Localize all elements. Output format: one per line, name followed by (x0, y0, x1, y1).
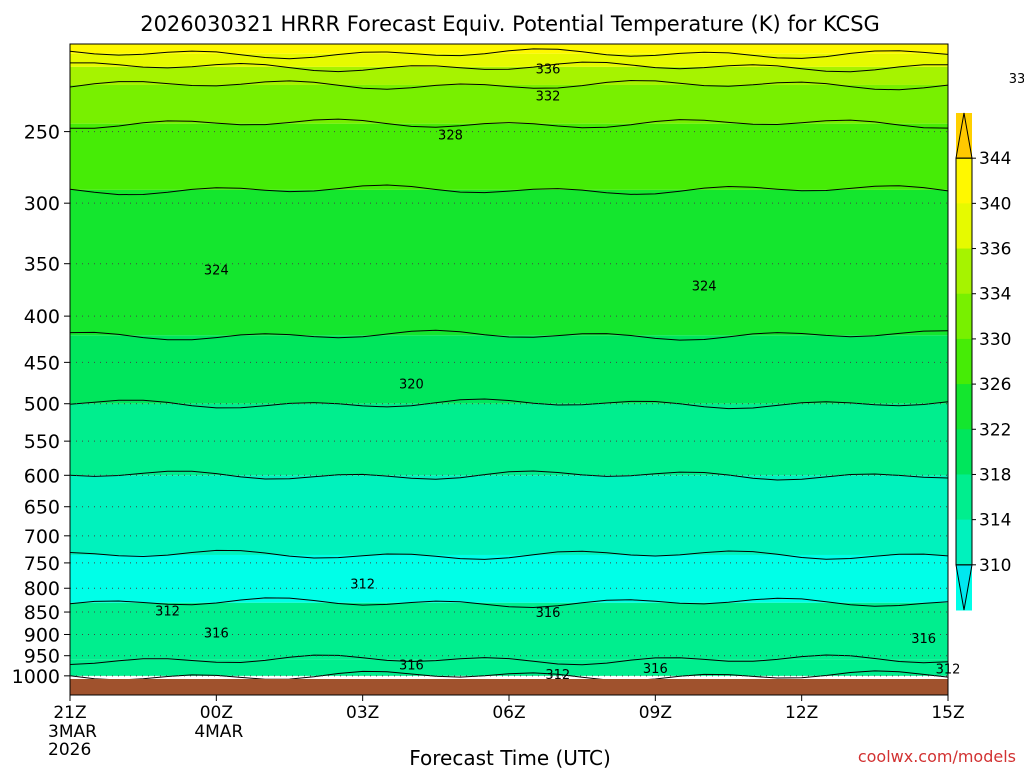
contour-line (70, 398, 948, 410)
contour-value-label: 316 (399, 659, 424, 674)
x-tick-sublabel: 3MAR (48, 722, 97, 742)
contour-labels: 336 332 332 328 324 324 320 312 312 316 316 316 316 3… (155, 63, 1024, 683)
contour-lines (70, 48, 948, 682)
colorbar-label: 318 (979, 465, 1011, 485)
contour-band (70, 84, 948, 124)
contour-line (70, 654, 948, 666)
x-tick-sublabel: 4MAR (194, 722, 243, 742)
colorbar-label: 326 (979, 375, 1011, 395)
contour-value-label: 312 (936, 663, 961, 678)
colorbar-label: 344 (979, 149, 1011, 169)
contour-band (70, 602, 948, 660)
colorbar-swatch (956, 158, 972, 204)
contour-value-label: 316 (911, 632, 936, 647)
contour-line (70, 79, 948, 91)
colorbar-label: 340 (979, 194, 1011, 214)
x-tick-label: 00Z (200, 703, 233, 723)
contour-line (70, 549, 948, 560)
x-tick-label: 06Z (492, 703, 525, 723)
x-tick-label: 03Z (346, 703, 379, 723)
contour-value-label: 332 (536, 89, 561, 104)
colorbar-swatch (956, 338, 972, 385)
colorbar-swatch (956, 429, 972, 475)
x-tick-label: 15Z (931, 703, 964, 723)
colorbar-frame (955, 157, 973, 566)
colorbar-swatch (956, 203, 972, 250)
y-tick-label: 250 (24, 122, 60, 144)
colorbar-swatch (956, 474, 972, 521)
contour-value-label: 336 (536, 63, 561, 78)
colorbar-label: 322 (979, 420, 1011, 440)
x-tick-sublabel: 2026 (48, 740, 91, 760)
contour-line (70, 61, 948, 73)
contour-value-label: 312 (155, 605, 180, 620)
y-tick-label: 1000 (12, 666, 60, 688)
y-tick-label: 600 (24, 465, 60, 487)
colorbar-label: 310 (979, 556, 1011, 576)
y-tick-label: 700 (24, 526, 60, 548)
contour-band (70, 659, 948, 676)
contour-value-label: 316 (536, 606, 561, 621)
colorbar-label: 336 (979, 240, 1011, 260)
credit-text: coolwx.com/models (858, 747, 1016, 766)
x-tick-label: 12Z (785, 703, 818, 723)
colorbar-label: 314 (979, 511, 1011, 531)
y-tick-label: 650 (24, 497, 60, 519)
y-tick-label: 550 (24, 431, 60, 453)
contour-line (70, 470, 948, 481)
y-tick-label: 950 (24, 646, 60, 668)
contour-value-label: 312 (545, 668, 570, 683)
contour-band (70, 53, 948, 67)
contour-value-label: 324 (692, 280, 717, 295)
contour-value-label: 332 (1009, 72, 1024, 87)
colorbar-swatch (956, 519, 972, 566)
y-tick-label: 400 (24, 306, 60, 328)
contour-band (70, 335, 948, 404)
contour-band (70, 475, 948, 555)
contour-band (70, 403, 948, 476)
colorbar-label: 334 (979, 285, 1011, 305)
y-tick-label: 800 (24, 578, 60, 600)
x-axis-label: Forecast Time (UTC) (409, 746, 611, 768)
contour-band (70, 44, 948, 54)
chart-title: 2026030321 HRRR Forecast Equiv. Potentia… (140, 12, 880, 36)
contour-line (70, 118, 948, 129)
contour-value-label: 316 (204, 626, 229, 641)
colorbar-swatch (956, 248, 972, 295)
y-tick-label: 300 (24, 193, 60, 215)
y-tick-label: 500 (24, 394, 60, 416)
colorbar-swatch (956, 384, 972, 430)
y-tick-label: 900 (24, 624, 60, 646)
contour-line (70, 48, 948, 60)
ground-surface (70, 679, 948, 695)
x-tick-label: 21Z (53, 703, 86, 723)
contour-line (70, 597, 948, 609)
contour-line (70, 329, 948, 341)
contour-value-label: 320 (399, 378, 424, 393)
y-tick-label: 450 (24, 352, 60, 374)
y-tick-label: 350 (24, 254, 60, 276)
contour-band (70, 123, 948, 190)
grid-lines (70, 131, 948, 677)
contour-band (70, 554, 948, 603)
x-tick-label: 09Z (639, 703, 672, 723)
contour-value-label: 324 (204, 263, 229, 278)
contour-value-label: 316 (643, 662, 668, 677)
y-tick-label: 850 (24, 602, 60, 624)
contour-band (70, 189, 948, 336)
colorbar-label: 330 (979, 330, 1011, 350)
contour-line (70, 184, 948, 196)
contour-value-label: 312 (350, 577, 375, 592)
plot-area (70, 44, 948, 676)
colorbar-legend: 310 314 318 322 326 330 334 336 340 344 (955, 112, 1011, 611)
contour-value-label: 328 (438, 129, 463, 144)
colorbar-swatch (956, 293, 972, 340)
contour-line (70, 670, 948, 682)
y-tick-label: 750 (24, 553, 60, 575)
